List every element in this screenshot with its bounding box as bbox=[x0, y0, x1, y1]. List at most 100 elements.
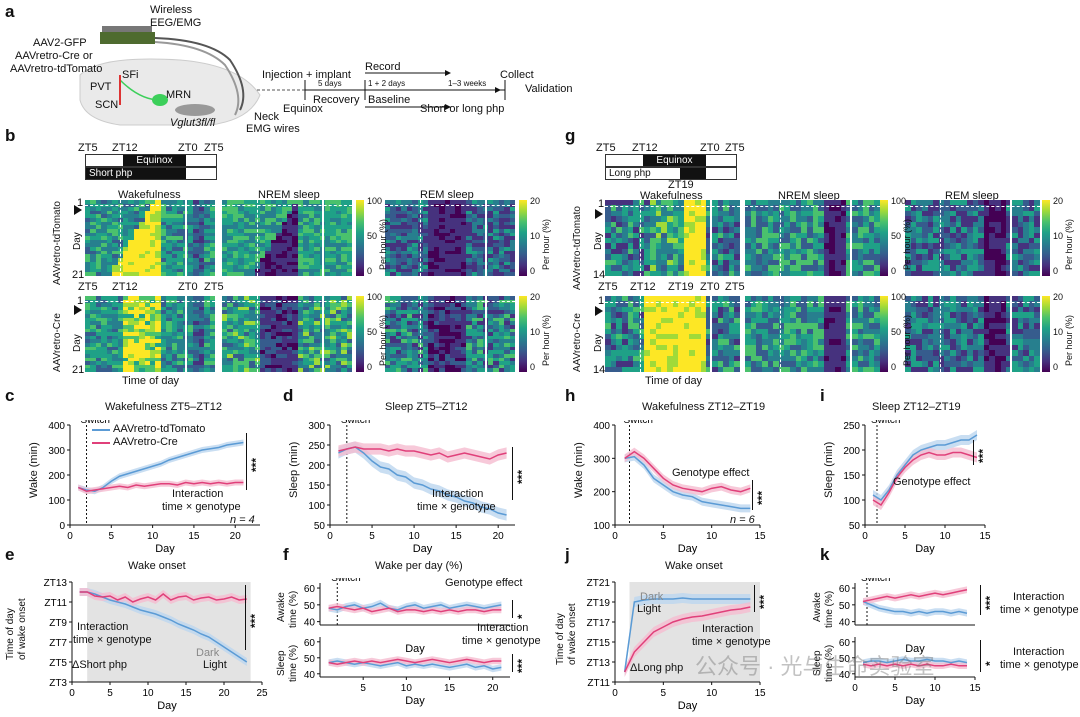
colorbar-label: Per hour (%) bbox=[902, 219, 912, 270]
day-b2-21: 21 bbox=[72, 365, 84, 376]
x-axis-label: Day bbox=[905, 695, 925, 707]
f-interaction: Interaction bbox=[477, 623, 528, 634]
x-tick-label: 10 bbox=[142, 688, 154, 699]
series-line bbox=[624, 450, 751, 493]
colorbar-tick: 100 bbox=[367, 196, 382, 206]
f-ylabel-time2: time (%) bbox=[288, 645, 299, 682]
day-g1-1: 1 bbox=[598, 199, 604, 210]
colorbar-tick: 10 bbox=[1053, 327, 1063, 337]
zt-g-mid-3: ZT19 bbox=[668, 282, 694, 293]
emg-label: EMG wires bbox=[246, 124, 300, 135]
zt-mid-1: ZT5 bbox=[78, 282, 98, 293]
panel-label-d: d bbox=[283, 386, 293, 406]
legend-td: AAVretro-tdTomato bbox=[113, 424, 205, 435]
timeline-weeks: 1–3 weeks bbox=[448, 80, 486, 88]
e-interaction: Interaction bbox=[77, 622, 128, 633]
watermark: 公众号 · 光与生命实验室 bbox=[695, 656, 935, 678]
e-timegeno: time × genotype bbox=[73, 635, 152, 646]
y-tick-label: 100 bbox=[843, 496, 860, 507]
y-tick-label: 400 bbox=[593, 421, 610, 432]
panel-label-i: i bbox=[820, 386, 825, 406]
y-tick-label: ZT17 bbox=[587, 618, 611, 629]
series-line bbox=[79, 591, 248, 663]
colorbar-tick: 0 bbox=[367, 362, 372, 372]
day-g1-14: 14 bbox=[593, 270, 605, 281]
k-interaction1: Interaction bbox=[1013, 592, 1064, 603]
x-tick-label: 5 bbox=[369, 531, 375, 542]
y-tick-label: 200 bbox=[843, 446, 860, 457]
neck-label: Neck bbox=[254, 112, 279, 123]
heatmap-grid bbox=[385, 296, 515, 372]
x-tick-label: 0 bbox=[862, 531, 868, 542]
f-ylabel-sleep: Sleep bbox=[276, 650, 287, 676]
colorbar bbox=[356, 296, 364, 372]
y-tick-label: 50 bbox=[304, 654, 316, 665]
zt-g-mid-5: ZT5 bbox=[725, 282, 745, 293]
heatmap-grid bbox=[605, 200, 740, 276]
chart-k-bot: 60 50 400 5 10 15 Day bbox=[839, 637, 981, 707]
zt-top-4: ZT5 bbox=[204, 143, 224, 154]
y-tick-label: 200 bbox=[593, 488, 610, 499]
y-tick-label: 250 bbox=[843, 421, 860, 432]
x-tick-label: 0 bbox=[67, 531, 73, 542]
colorbar-label: Per hour (%) bbox=[1064, 315, 1074, 366]
rem-title-b: REM sleep bbox=[420, 190, 474, 201]
long-php-dark bbox=[680, 168, 706, 179]
x-tick-label: 20 bbox=[493, 531, 505, 542]
panel-label-k: k bbox=[820, 545, 829, 565]
k-timegeno1: time × genotype bbox=[1000, 605, 1079, 616]
switch-label: Switch bbox=[331, 578, 360, 584]
series-line bbox=[78, 441, 244, 493]
panel-label-g: g bbox=[565, 126, 575, 146]
e-light: Light bbox=[203, 660, 227, 671]
x-tick-label: 0 bbox=[852, 683, 858, 694]
zt-g-mid-1: ZT5 bbox=[598, 282, 618, 293]
equinox-bar-g: Equinox bbox=[605, 154, 737, 167]
k-sig1 bbox=[980, 585, 981, 615]
zt-mid-3: ZT0 bbox=[178, 282, 198, 293]
x-tick-label: 0 bbox=[69, 688, 75, 699]
mouse-label: Vglut3fl/fl bbox=[170, 118, 215, 129]
h-geno: Genotype effect bbox=[672, 468, 749, 479]
i-sig-stars: *** bbox=[976, 448, 990, 462]
c-timegeno: time × genotype bbox=[162, 502, 241, 513]
x-tick-label: 25 bbox=[256, 688, 268, 699]
zt-top-g4: ZT5 bbox=[725, 143, 745, 154]
y-tick-label: 50 bbox=[839, 601, 851, 612]
y-tick-label: 100 bbox=[308, 501, 325, 512]
x-axis-label: Day bbox=[405, 695, 425, 707]
zt-g-mid-2: ZT12 bbox=[630, 282, 656, 293]
timeline-12days: 1 + 2 days bbox=[368, 80, 405, 88]
series-line bbox=[338, 446, 507, 460]
f-timegeno: time × genotype bbox=[462, 636, 541, 647]
series-line bbox=[79, 591, 247, 603]
d-sig bbox=[512, 447, 513, 500]
x-tick-label: 5 bbox=[107, 688, 113, 699]
f-geno: Genotype effect bbox=[445, 578, 522, 589]
virus-label-3: AAVretro-tdTomato bbox=[10, 64, 102, 75]
x-axis-label: Day bbox=[155, 543, 175, 555]
y-tick-label: 40 bbox=[304, 670, 316, 681]
x-tick-label: 15 bbox=[754, 531, 766, 542]
x-tick-label: 20 bbox=[230, 531, 242, 542]
d-interaction: Interaction bbox=[432, 489, 483, 500]
c-sig bbox=[246, 433, 247, 490]
y-tick-label: 40 bbox=[839, 670, 851, 681]
y-tick-label: 200 bbox=[308, 461, 325, 472]
y-tick-label: 200 bbox=[48, 471, 65, 482]
heatmap-grid bbox=[385, 200, 515, 276]
series-line bbox=[328, 658, 502, 665]
colorbar-tick: 10 bbox=[530, 231, 540, 241]
j-ylabel-1: Time of day bbox=[555, 613, 566, 665]
timeline-5days: 5 days bbox=[318, 80, 342, 88]
colorbar-label: Per hour (%) bbox=[902, 315, 912, 366]
zt-top-3: ZT0 bbox=[178, 143, 198, 154]
colorbar-tick: 0 bbox=[1053, 266, 1058, 276]
colorbar-tick: 0 bbox=[530, 266, 535, 276]
colorbar-label: Per hour (%) bbox=[541, 219, 551, 270]
j-sig-stars: *** bbox=[757, 594, 771, 608]
timeline-collect: Collect bbox=[500, 70, 534, 81]
y-tick-label: 100 bbox=[48, 496, 65, 507]
colorbar-tick: 10 bbox=[1053, 231, 1063, 241]
